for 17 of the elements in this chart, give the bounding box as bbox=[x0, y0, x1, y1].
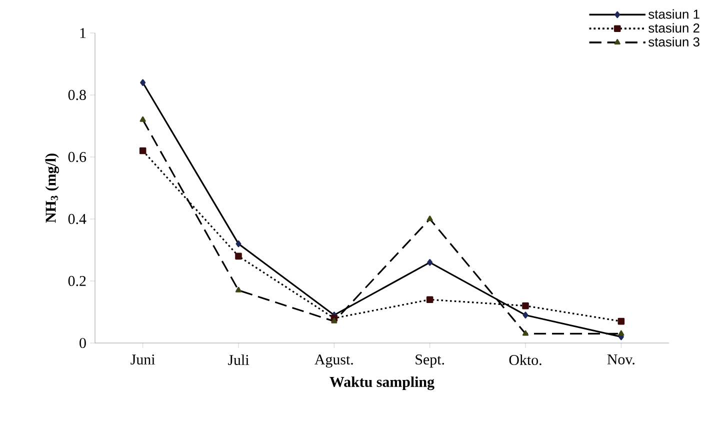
legend-label: stasiun 3 bbox=[648, 37, 700, 47]
x-tick-label: Agust. bbox=[314, 354, 353, 368]
y-tick-label: 0.2 bbox=[68, 276, 86, 286]
x-tick-label: Okto. bbox=[509, 354, 542, 366]
x-axis-title: Waktu sampling bbox=[330, 376, 434, 390]
x-tick-label: Juni bbox=[130, 354, 155, 365]
y-tick-label: 0.4 bbox=[68, 214, 86, 224]
y-tick-label: 0 bbox=[80, 338, 86, 348]
x-tick-label: Sept. bbox=[416, 354, 444, 368]
y-tick-label: 0.8 bbox=[68, 90, 86, 100]
x-tick-label: Nov. bbox=[607, 354, 634, 365]
y-tick-label: 0.6 bbox=[68, 152, 86, 162]
legend-label: stasiun 2 bbox=[648, 23, 700, 33]
y-tick-label: 1 bbox=[80, 28, 86, 38]
y-axis-title: NH$_{3}$ (mg/l) bbox=[45, 154, 59, 223]
legend-label: stasiun 1 bbox=[648, 9, 700, 19]
x-tick-label: Juli bbox=[228, 354, 250, 366]
